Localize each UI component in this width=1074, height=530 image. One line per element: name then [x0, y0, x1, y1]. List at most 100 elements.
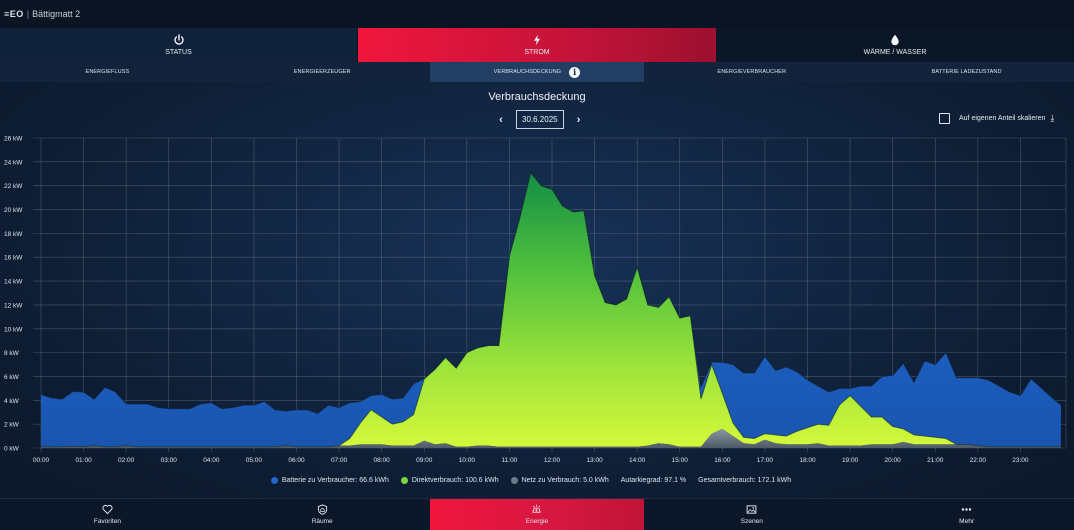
x-tick-label: 22:00 [970, 457, 987, 464]
y-tick-label: 6 kW [4, 374, 20, 381]
nav-szenen-label: Szenen [740, 518, 763, 525]
y-tick-label: 2 kW [4, 422, 20, 429]
x-tick-label: 13:00 [586, 457, 603, 464]
x-tick-label: 07:00 [331, 457, 348, 464]
nav-szenen[interactable]: Szenen [644, 499, 859, 530]
y-tick-label: 12 kW [4, 302, 23, 309]
x-tick-label: 04:00 [203, 457, 220, 464]
x-tick-label: 12:00 [544, 457, 561, 464]
subtab-verbrauchsdeckung[interactable]: VERBRAUCHSDECKUNG i [429, 62, 645, 82]
lightning-icon [534, 34, 540, 46]
download-icon[interactable]: ⤓ [1050, 113, 1055, 123]
scale-label: Auf eigenen Anteil skalieren [959, 115, 1046, 122]
legend-battery-dot [270, 477, 278, 484]
chart-areas [40, 171, 1062, 448]
subtab-energieerzeuger-label: ENERGIEERZEUGER [293, 69, 351, 75]
subtab-energieverbraucher[interactable]: ENERGIEVERBRAUCHER [644, 62, 859, 82]
scale-option: Auf eigenen Anteil skalieren ⤓ [939, 113, 1054, 124]
x-tick-label: 08:00 [374, 457, 391, 464]
y-tick-label: 14 kW [4, 279, 23, 286]
subtab-energiefluss-label: ENERGIEFLUSS [85, 69, 130, 75]
x-tick-label: 01:00 [75, 457, 92, 464]
nav-mehr[interactable]: Mehr [859, 499, 1074, 530]
tab-strom[interactable]: STROM [358, 28, 717, 62]
tab-waerme-label: WÄRME / WASSER [863, 49, 927, 56]
sub-tab-bar: ENERGIEFLUSS ENERGIEERZEUGER VERBRAUCHSD… [0, 62, 1074, 82]
next-day-chevron-icon[interactable]: › [576, 113, 581, 126]
autarky-value: Autarkiegrad: 97.1 % [620, 477, 687, 484]
more-dots-icon [961, 508, 972, 511]
x-tick-label: 15:00 [672, 457, 689, 464]
date-field[interactable]: 30.6.2025 [516, 110, 564, 129]
subtab-energiefluss[interactable]: ENERGIEFLUSS [0, 62, 215, 82]
y-tick-label: 10 kW [4, 326, 23, 333]
date-picker: ‹ 30.6.2025 › [496, 110, 584, 129]
x-tick-label: 21:00 [927, 457, 944, 464]
nav-raeume-label: Räume [311, 518, 333, 525]
series-netz-zu-verbrauch-area[interactable] [41, 428, 1061, 448]
y-tick-label: 16 kW [4, 255, 23, 262]
subtab-verbrauchsdeckung-label: VERBRAUCHSDECKUNG [493, 69, 562, 75]
series-direktverbrauch-area[interactable] [41, 172, 1061, 447]
y-tick-label: 24 kW [4, 159, 23, 166]
subtab-energieverbraucher-label: ENERGIEVERBRAUCHER [717, 69, 787, 75]
x-tick-label: 19:00 [842, 457, 859, 464]
header-separator: | [26, 9, 30, 19]
x-tick-label: 05:00 [246, 457, 263, 464]
y-tick-label: 20 kW [4, 207, 23, 214]
tab-strom-label: STROM [524, 49, 550, 56]
nav-energie[interactable]: Energie [429, 499, 645, 530]
bottom-navigation: Favoriten Räume Energie Szenen Mehr [0, 498, 1074, 530]
x-axis: 00:00 01:00 02:00 03:00 04:00 05:00 06:00 07:00… [33, 457, 1029, 464]
image-icon [746, 505, 757, 514]
power-icon [173, 34, 184, 45]
y-tick-label: 22 kW [4, 183, 23, 190]
series-batterie-zu-verbraucher-area[interactable] [41, 172, 1061, 447]
x-tick-label: 00:00 [33, 457, 50, 464]
prev-day-chevron-icon[interactable]: ‹ [499, 113, 503, 126]
x-tick-label: 18:00 [799, 457, 816, 464]
nav-raeume[interactable]: Räume [215, 499, 430, 530]
page-title: Verbrauchsdeckung [488, 91, 586, 103]
x-tick-label: 06:00 [288, 457, 305, 464]
x-tick-label: 17:00 [757, 457, 774, 464]
main-tab-bar: STATUS STROM WÄRME / WASSER [0, 28, 1074, 62]
subtab-energieerzeuger[interactable]: ENERGIEERZEUGER [215, 62, 430, 82]
chart-legend: Batterie zu Verbraucher: 66.6 kWh Direkt… [0, 477, 1074, 484]
legend-direct[interactable]: Direktverbrauch: 100.6 kWh [400, 477, 499, 484]
nav-energie-label: Energie [525, 518, 549, 525]
x-tick-label: 14:00 [629, 457, 646, 464]
consumption-chart: 0 kW 2 kW 4 kW 6 kW 8 kW 10 kW 12 kW 14 kW 16 kW… [4, 136, 1067, 464]
y-tick-label: 18 kW [4, 231, 23, 238]
legend-grid-label: Netz zu Verbrauch: 5.0 kWh [521, 477, 609, 484]
subtab-batterie-label: BATTERIE LADEZUSTAND [931, 69, 1002, 75]
legend-battery[interactable]: Batterie zu Verbraucher: 66.6 kWh [270, 477, 389, 484]
heart-icon [102, 504, 113, 515]
legend-grid[interactable]: Netz zu Verbrauch: 5.0 kWh [510, 477, 609, 484]
legend-grid-dot [510, 477, 518, 484]
tab-status-label: STATUS [165, 49, 192, 56]
legend-direct-label: Direktverbrauch: 100.6 kWh [411, 477, 499, 484]
shield-house-icon [317, 504, 327, 515]
scale-checkbox[interactable] [939, 113, 950, 124]
x-tick-label: 09:00 [416, 457, 433, 464]
subtab-batterie-ladezustand[interactable]: BATTERIE LADEZUSTAND [859, 62, 1074, 82]
tab-waerme-wasser[interactable]: WÄRME / WASSER [717, 28, 1074, 62]
y-tick-label: 4 kW [4, 398, 20, 405]
x-tick-label: 10:00 [459, 457, 476, 464]
info-icon[interactable]: i [569, 66, 581, 78]
app-logo: ≡EO [4, 9, 24, 19]
x-tick-label: 20:00 [885, 457, 902, 464]
y-tick-label: 0 kW [4, 446, 20, 453]
nav-favoriten[interactable]: Favoriten [0, 499, 215, 530]
tab-status[interactable]: STATUS [0, 28, 358, 62]
x-tick-label: 11:00 [502, 457, 518, 464]
location-title[interactable]: Bättigmatt 2 [32, 9, 81, 19]
nav-mehr-label: Mehr [959, 518, 974, 525]
energy-icon [532, 504, 542, 513]
nav-favoriten-label: Favoriten [93, 518, 121, 525]
legend-direct-dot [400, 477, 408, 484]
x-tick-label: 03:00 [161, 457, 178, 464]
y-axis: 0 kW 2 kW 4 kW 6 kW 8 kW 10 kW 12 kW 14 kW 16 kW… [4, 136, 23, 453]
legend-battery-label: Batterie zu Verbraucher: 66.6 kWh [281, 477, 389, 484]
